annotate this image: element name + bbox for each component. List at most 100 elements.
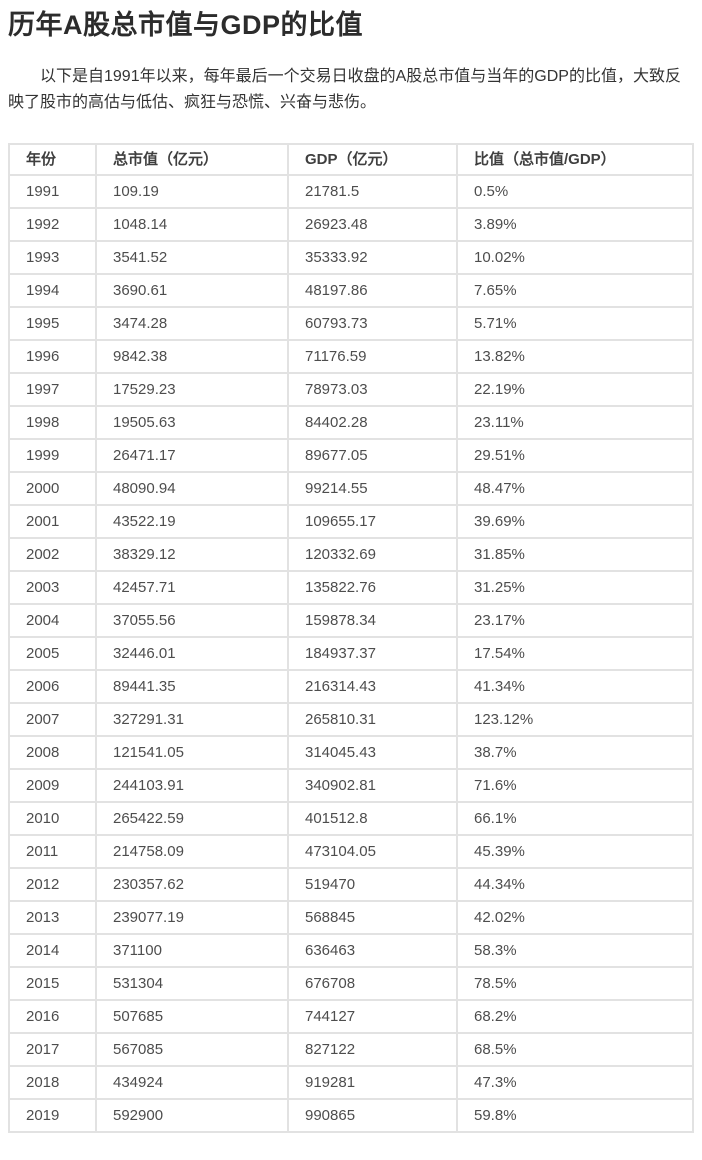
table-cell: 2002 — [8, 537, 97, 572]
table-row: 2011 214758.09 473104.05 45.39% — [8, 834, 694, 869]
table-row: 2017 567085 827122 68.5% — [8, 1032, 694, 1067]
table-cell: 41.34% — [456, 669, 694, 704]
table-cell: 17529.23 — [95, 372, 289, 407]
table-cell: 2009 — [8, 768, 97, 803]
table-row: 2003 42457.71 135822.76 31.25% — [8, 570, 694, 605]
table-cell: 1993 — [8, 240, 97, 275]
table-row: 1998 19505.63 84402.28 23.11% — [8, 405, 694, 440]
table-cell: 2017 — [8, 1032, 97, 1067]
table-cell: 184937.37 — [287, 636, 458, 671]
table-cell: 2010 — [8, 801, 97, 836]
table-cell: 78.5% — [456, 966, 694, 1001]
intro-paragraph: 以下是自1991年以来，每年最后一个交易日收盘的A股总市值与当年的GDP的比值，… — [8, 68, 681, 111]
table-cell: 26471.17 — [95, 438, 289, 473]
table-cell: 121541.05 — [95, 735, 289, 770]
table-cell: 990865 — [287, 1098, 458, 1133]
table-cell: 22.19% — [456, 372, 694, 407]
table-cell: 2006 — [8, 669, 97, 704]
table-cell: 89441.35 — [95, 669, 289, 704]
table-cell: 1996 — [8, 339, 97, 374]
table-cell: 58.3% — [456, 933, 694, 968]
table-cell: 1994 — [8, 273, 97, 308]
table-header-row: 年份 总市值（亿元） GDP（亿元） 比值（总市值/GDP） — [8, 143, 694, 176]
table-row: 2010 265422.59 401512.8 66.1% — [8, 801, 694, 836]
table-row: 2019 592900 990865 59.8% — [8, 1098, 694, 1133]
table-row: 2004 37055.56 159878.34 23.17% — [8, 603, 694, 638]
data-table: 年份 总市值（亿元） GDP（亿元） 比值（总市值/GDP） 1991 109.19 21… — [8, 143, 694, 1133]
table-cell: 23.11% — [456, 405, 694, 440]
table-cell: 1999 — [8, 438, 97, 473]
table-cell: 17.54% — [456, 636, 694, 671]
table-row: 2007 327291.31 265810.31 123.12% — [8, 702, 694, 737]
table-cell: 78973.03 — [287, 372, 458, 407]
table-cell: 567085 — [95, 1032, 289, 1067]
table-cell: 592900 — [95, 1098, 289, 1133]
table-cell: 48197.86 — [287, 273, 458, 308]
table-cell: 29.51% — [456, 438, 694, 473]
table-cell: 159878.34 — [287, 603, 458, 638]
table-cell: 60793.73 — [287, 306, 458, 341]
table-row: 2018 434924 919281 47.3% — [8, 1065, 694, 1100]
table-cell: 120332.69 — [287, 537, 458, 572]
table-cell: 99214.55 — [287, 471, 458, 506]
column-header: GDP（亿元） — [287, 143, 458, 176]
table-row: 2013 239077.19 568845 42.02% — [8, 900, 694, 935]
table-cell: 68.2% — [456, 999, 694, 1034]
table-cell: 2012 — [8, 867, 97, 902]
column-header: 总市值（亿元） — [95, 143, 289, 176]
table-cell: 59.8% — [456, 1098, 694, 1133]
table-cell: 66.1% — [456, 801, 694, 836]
table-row: 1999 26471.17 89677.05 29.51% — [8, 438, 694, 473]
table-cell: 3541.52 — [95, 240, 289, 275]
table-row: 2014 371100 636463 58.3% — [8, 933, 694, 968]
table-cell: 2014 — [8, 933, 97, 968]
table-cell: 2000 — [8, 471, 97, 506]
table-cell: 43522.19 — [95, 504, 289, 539]
table-cell: 26923.48 — [287, 207, 458, 242]
table-row: 1996 9842.38 71176.59 13.82% — [8, 339, 694, 374]
table-cell: 89677.05 — [287, 438, 458, 473]
column-header: 年份 — [8, 143, 97, 176]
table-cell: 68.5% — [456, 1032, 694, 1067]
table-cell: 2011 — [8, 834, 97, 869]
table-cell: 519470 — [287, 867, 458, 902]
table-cell: 568845 — [287, 900, 458, 935]
table-cell: 19505.63 — [95, 405, 289, 440]
column-header: 比值（总市值/GDP） — [456, 143, 694, 176]
table-cell: 45.39% — [456, 834, 694, 869]
table-body: 1991 109.19 21781.5 0.5% 1992 1048.14 26923.48… — [8, 174, 694, 1133]
table-cell: 214758.09 — [95, 834, 289, 869]
table-cell: 35333.92 — [287, 240, 458, 275]
table-cell: 3474.28 — [95, 306, 289, 341]
table-cell: 1995 — [8, 306, 97, 341]
table-cell: 434924 — [95, 1065, 289, 1100]
table-cell: 0.5% — [456, 174, 694, 209]
table-cell: 473104.05 — [287, 834, 458, 869]
table-cell: 39.69% — [456, 504, 694, 539]
table-cell: 371100 — [95, 933, 289, 968]
table-cell: 48.47% — [456, 471, 694, 506]
table-row: 2016 507685 744127 68.2% — [8, 999, 694, 1034]
table-cell: 109655.17 — [287, 504, 458, 539]
table-cell: 340902.81 — [287, 768, 458, 803]
table-cell: 239077.19 — [95, 900, 289, 935]
table-cell: 38329.12 — [95, 537, 289, 572]
table-cell: 31.25% — [456, 570, 694, 605]
table-row: 1992 1048.14 26923.48 3.89% — [8, 207, 694, 242]
table-row: 1993 3541.52 35333.92 10.02% — [8, 240, 694, 275]
table-row: 2006 89441.35 216314.43 41.34% — [8, 669, 694, 704]
table-cell: 2019 — [8, 1098, 97, 1133]
table-cell: 3.89% — [456, 207, 694, 242]
table-cell: 636463 — [287, 933, 458, 968]
table-row: 2009 244103.91 340902.81 71.6% — [8, 768, 694, 803]
table-row: 2000 48090.94 99214.55 48.47% — [8, 471, 694, 506]
table-row: 1995 3474.28 60793.73 5.71% — [8, 306, 694, 341]
table-cell: 42.02% — [456, 900, 694, 935]
table-cell: 265422.59 — [95, 801, 289, 836]
table-row: 2005 32446.01 184937.37 17.54% — [8, 636, 694, 671]
table-row: 2012 230357.62 519470 44.34% — [8, 867, 694, 902]
table-cell: 38.7% — [456, 735, 694, 770]
table-cell: 314045.43 — [287, 735, 458, 770]
table-cell: 230357.62 — [95, 867, 289, 902]
